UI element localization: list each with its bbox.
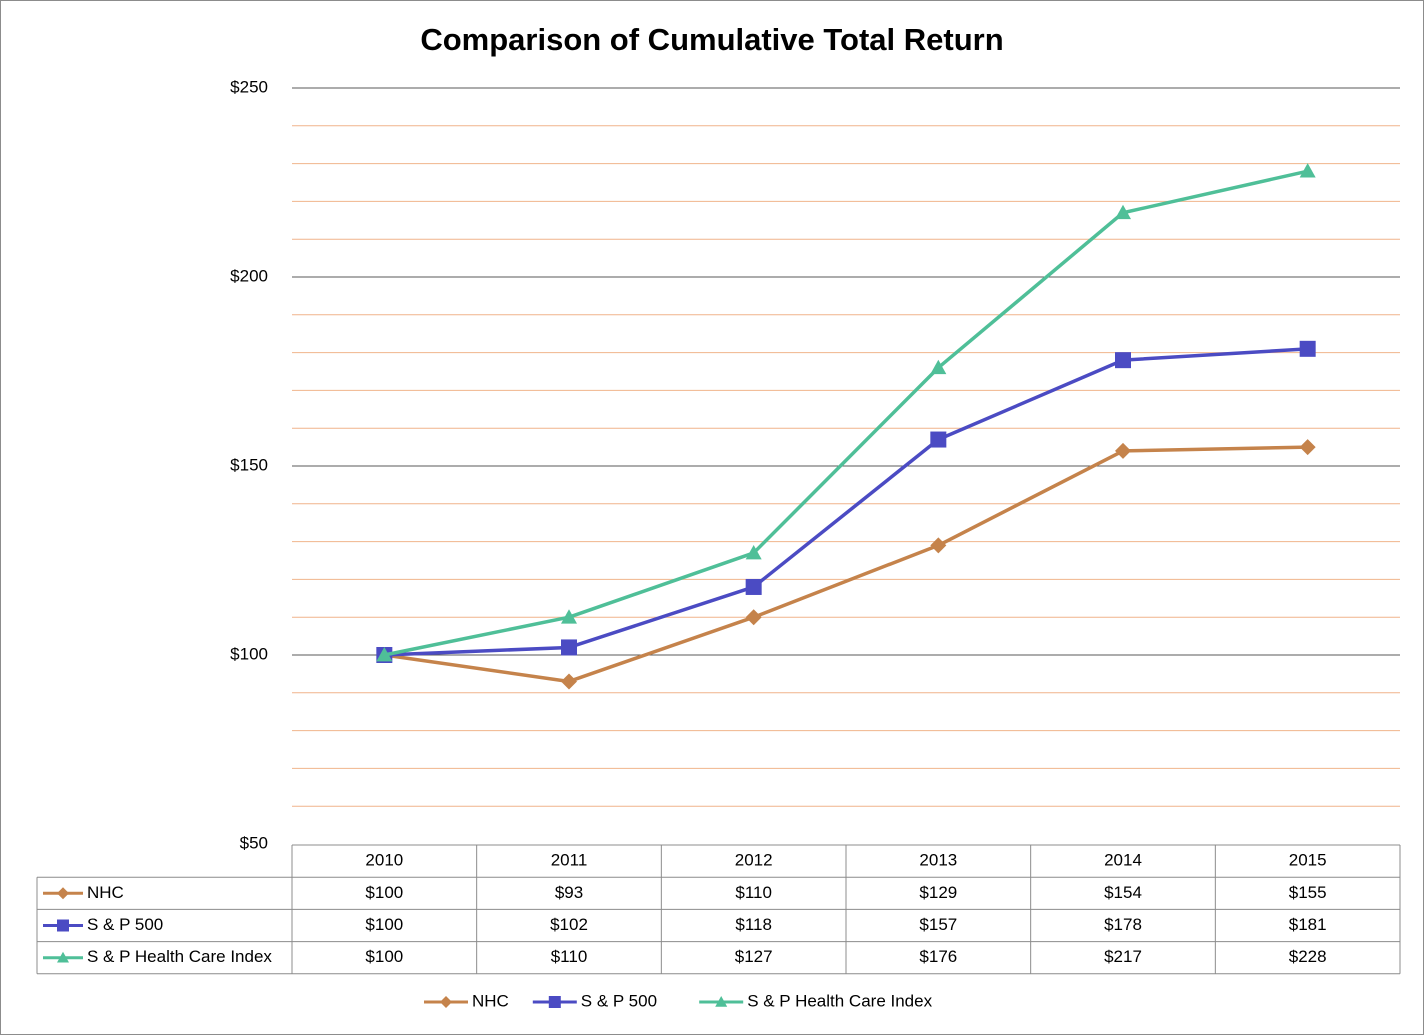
table-series-name: NHC (87, 883, 124, 902)
table-value: $157 (919, 915, 957, 934)
marker (745, 609, 762, 626)
y-tick-label: $200 (230, 266, 268, 285)
table-series-name: S & P 500 (87, 915, 163, 934)
table-value: $110 (551, 947, 588, 966)
table-value: $100 (365, 883, 403, 902)
series-line (384, 347, 1308, 657)
table-value: $110 (735, 883, 772, 902)
legend-marker (57, 951, 69, 963)
marker (745, 544, 762, 560)
x-tick-label: 2015 (1289, 851, 1327, 870)
table-value: $129 (919, 883, 957, 902)
x-tick-label: 2011 (551, 851, 588, 870)
table-value: $178 (1104, 915, 1142, 934)
table-value: $181 (1289, 915, 1327, 934)
legend-label: S & P 500 (581, 991, 657, 1010)
legend-marker (548, 996, 561, 1008)
marker (1299, 439, 1316, 456)
marker (561, 673, 577, 690)
legend-marker (440, 996, 452, 1008)
marker (930, 431, 947, 448)
x-tick-label: 2012 (735, 851, 773, 870)
table-value: $102 (550, 915, 588, 934)
y-tick-label: $150 (230, 455, 268, 474)
table-value: $127 (735, 947, 773, 966)
table-series-name: S & P Health Care Index (87, 947, 272, 966)
marker (745, 578, 762, 595)
legend-label: NHC (472, 991, 509, 1010)
table-value: $176 (919, 947, 957, 966)
y-tick-label: $50 (240, 833, 268, 852)
table-value: $93 (555, 883, 583, 902)
marker (1115, 352, 1131, 369)
legend-marker (57, 887, 69, 900)
table-value: $155 (1289, 883, 1327, 902)
marker (561, 609, 577, 624)
series-line (383, 169, 1309, 657)
x-tick-label: 2014 (1104, 851, 1142, 870)
legend-marker (715, 996, 728, 1007)
y-tick-label: $100 (230, 644, 268, 663)
x-tick-label: 2013 (919, 851, 957, 870)
legend-label: S & P Health Care Index (747, 991, 932, 1010)
marker (1115, 204, 1131, 220)
legend-marker (57, 919, 69, 932)
marker (930, 359, 947, 375)
table-value: $228 (1289, 947, 1327, 966)
table-value: $100 (365, 915, 403, 934)
marker (561, 639, 577, 656)
series-line (384, 445, 1308, 684)
table-value: $154 (1104, 883, 1142, 902)
table-value: $118 (735, 915, 772, 934)
chart-title: Comparison of Cumulative Total Return (420, 22, 1003, 57)
marker (930, 537, 947, 554)
table-value: $217 (1104, 947, 1142, 966)
marker (376, 647, 393, 662)
x-tick-label: 2010 (365, 851, 403, 870)
marker (1115, 442, 1131, 459)
marker (1299, 163, 1316, 178)
marker (1299, 340, 1316, 357)
table-value: $100 (365, 947, 403, 966)
y-tick-label: $250 (230, 77, 268, 96)
